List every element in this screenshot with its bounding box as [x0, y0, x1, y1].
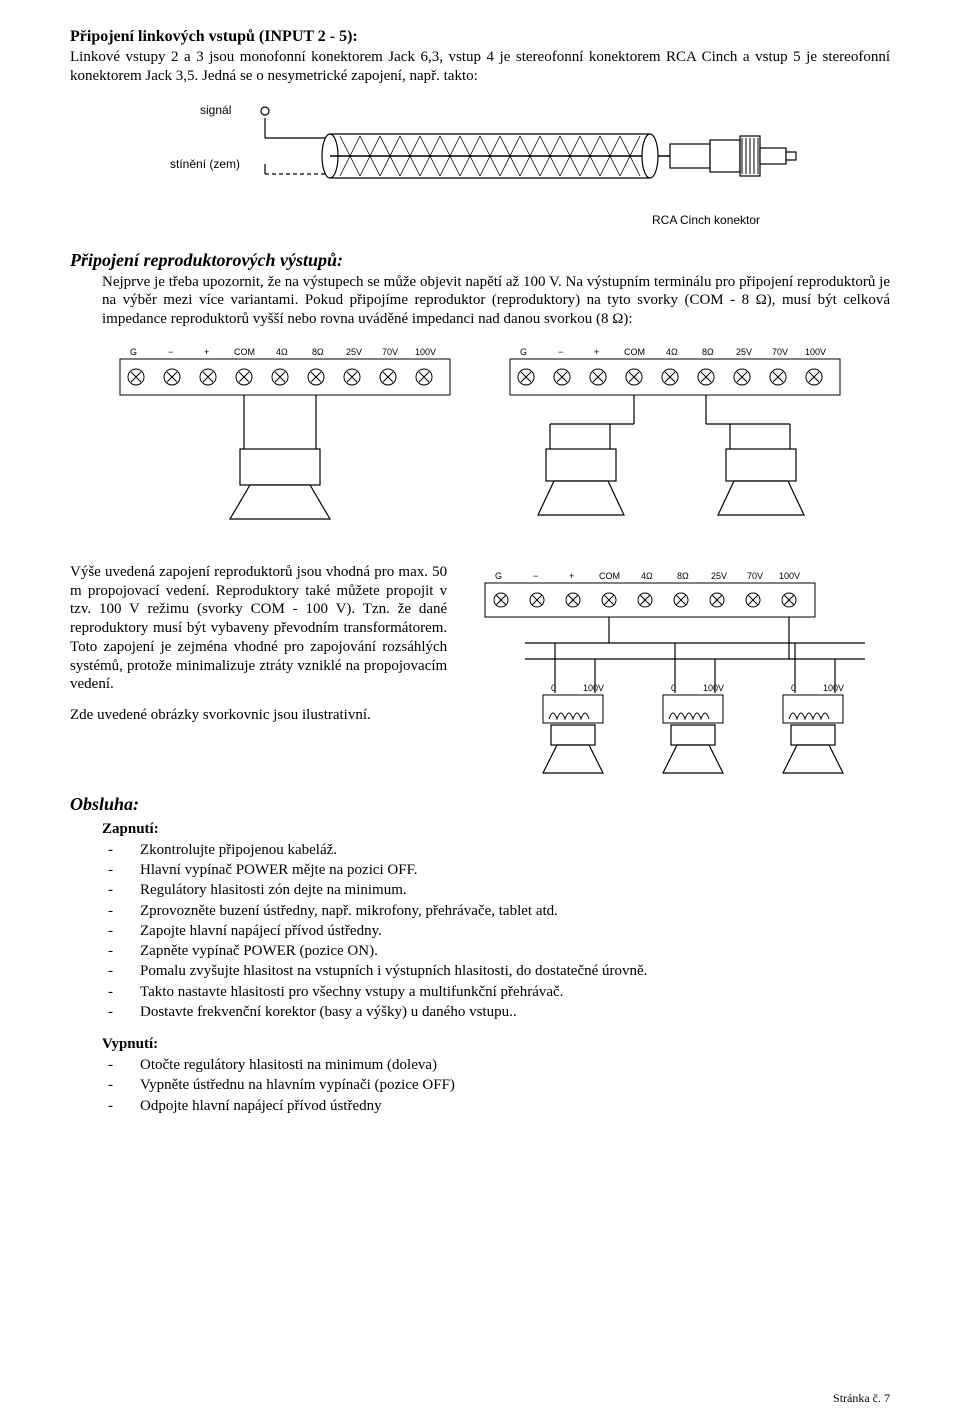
list-item: Zprovozněte buzení ústředny, např. mikro… [124, 901, 890, 921]
label-connector: RCA Cinch konektor [652, 213, 760, 227]
list-item: Zapojte hlavní napájecí přívod ústředny. [124, 921, 890, 941]
speaker-diagram-top: G − + COM 4Ω 8Ω 25V 70V 100V [100, 339, 860, 539]
section1-para: Linkové vstupy 2 a 3 jsou monofonní kone… [70, 48, 890, 86]
svg-text:+: + [569, 571, 574, 581]
svg-text:G: G [495, 571, 502, 581]
list-item: Zkontrolujte připojenou kabeláž. [124, 840, 890, 860]
svg-text:25V: 25V [711, 571, 727, 581]
svg-text:−: − [558, 347, 563, 357]
label-shield: stínění (zem) [170, 157, 240, 171]
list-item: Odpojte hlavní napájecí přívod ústředny [124, 1096, 890, 1116]
svg-text:COM: COM [599, 571, 620, 581]
svg-text:4Ω: 4Ω [276, 347, 288, 357]
svg-text:4Ω: 4Ω [666, 347, 678, 357]
list-item: Pomalu zvyšujte hlasitost na vstupních i… [124, 961, 890, 981]
cable-diagram: signál stínění (zem) RCA Cinch konektor [130, 96, 830, 236]
svg-text:0: 0 [551, 683, 556, 693]
svg-text:8Ω: 8Ω [702, 347, 714, 357]
list-item: Otočte regulátory hlasitosti na minimum … [124, 1055, 890, 1075]
svg-text:8Ω: 8Ω [677, 571, 689, 581]
svg-text:100V: 100V [583, 683, 604, 693]
svg-text:+: + [594, 347, 599, 357]
svg-text:G: G [520, 347, 527, 357]
label-signal: signál [200, 103, 231, 117]
vypnuti-list: Otočte regulátory hlasitosti na minimum … [124, 1055, 890, 1116]
obsluha-title: Obsluha: [70, 794, 890, 815]
list-item: Vypněte ústřednu na hlavním vypínači (po… [124, 1075, 890, 1095]
section1-title: Připojení linkových vstupů (INPUT 2 - 5)… [70, 28, 890, 46]
svg-text:0: 0 [671, 683, 676, 693]
svg-text:100V: 100V [703, 683, 724, 693]
svg-text:100V: 100V [779, 571, 800, 581]
list-item: Zapněte vypínač POWER (pozice ON). [124, 941, 890, 961]
speaker-diagram-right: G − + COM 4Ω 8Ω 25V 70V 100V [465, 563, 885, 783]
zapnuti-list: Zkontrolujte připojenou kabeláž. Hlavní … [124, 840, 890, 1022]
para3: Výše uvedená zapojení reproduktorů jsou … [70, 563, 447, 694]
svg-text:100V: 100V [823, 683, 844, 693]
svg-text:8Ω: 8Ω [312, 347, 324, 357]
svg-text:100V: 100V [415, 347, 436, 357]
svg-text:70V: 70V [772, 347, 788, 357]
zapnuti-title: Zapnutí: [102, 821, 890, 838]
svg-text:0: 0 [791, 683, 796, 693]
svg-text:−: − [533, 571, 538, 581]
list-item: Hlavní vypínač POWER mějte na pozici OFF… [124, 860, 890, 880]
vypnuti-title: Vypnutí: [102, 1036, 890, 1053]
svg-text:G: G [130, 347, 137, 357]
svg-text:25V: 25V [736, 347, 752, 357]
page: Připojení linkových vstupů (INPUT 2 - 5)… [0, 0, 960, 1424]
list-item: Regulátory hlasitosti zón dejte na minim… [124, 880, 890, 900]
svg-text:4Ω: 4Ω [641, 571, 653, 581]
svg-text:70V: 70V [747, 571, 763, 581]
page-footer: Stránka č. 7 [833, 1391, 890, 1406]
two-col: Výše uvedená zapojení reproduktorů jsou … [70, 563, 890, 788]
para4: Zde uvedené obrázky svorkovnic jsou ilus… [70, 706, 447, 725]
list-item: Takto nastavte hlasitosti pro všechny vs… [124, 982, 890, 1002]
svg-text:COM: COM [234, 347, 255, 357]
svg-text:COM: COM [624, 347, 645, 357]
svg-text:−: − [168, 347, 173, 357]
svg-text:+: + [204, 347, 209, 357]
section2-title: Připojení reproduktorových výstupů: [70, 250, 890, 271]
svg-text:25V: 25V [346, 347, 362, 357]
svg-text:70V: 70V [382, 347, 398, 357]
svg-text:100V: 100V [805, 347, 826, 357]
section2-para: Nejprve je třeba upozornit, že na výstup… [102, 273, 890, 329]
list-item: Dostavte frekvenční korektor (basy a výš… [124, 1002, 890, 1022]
